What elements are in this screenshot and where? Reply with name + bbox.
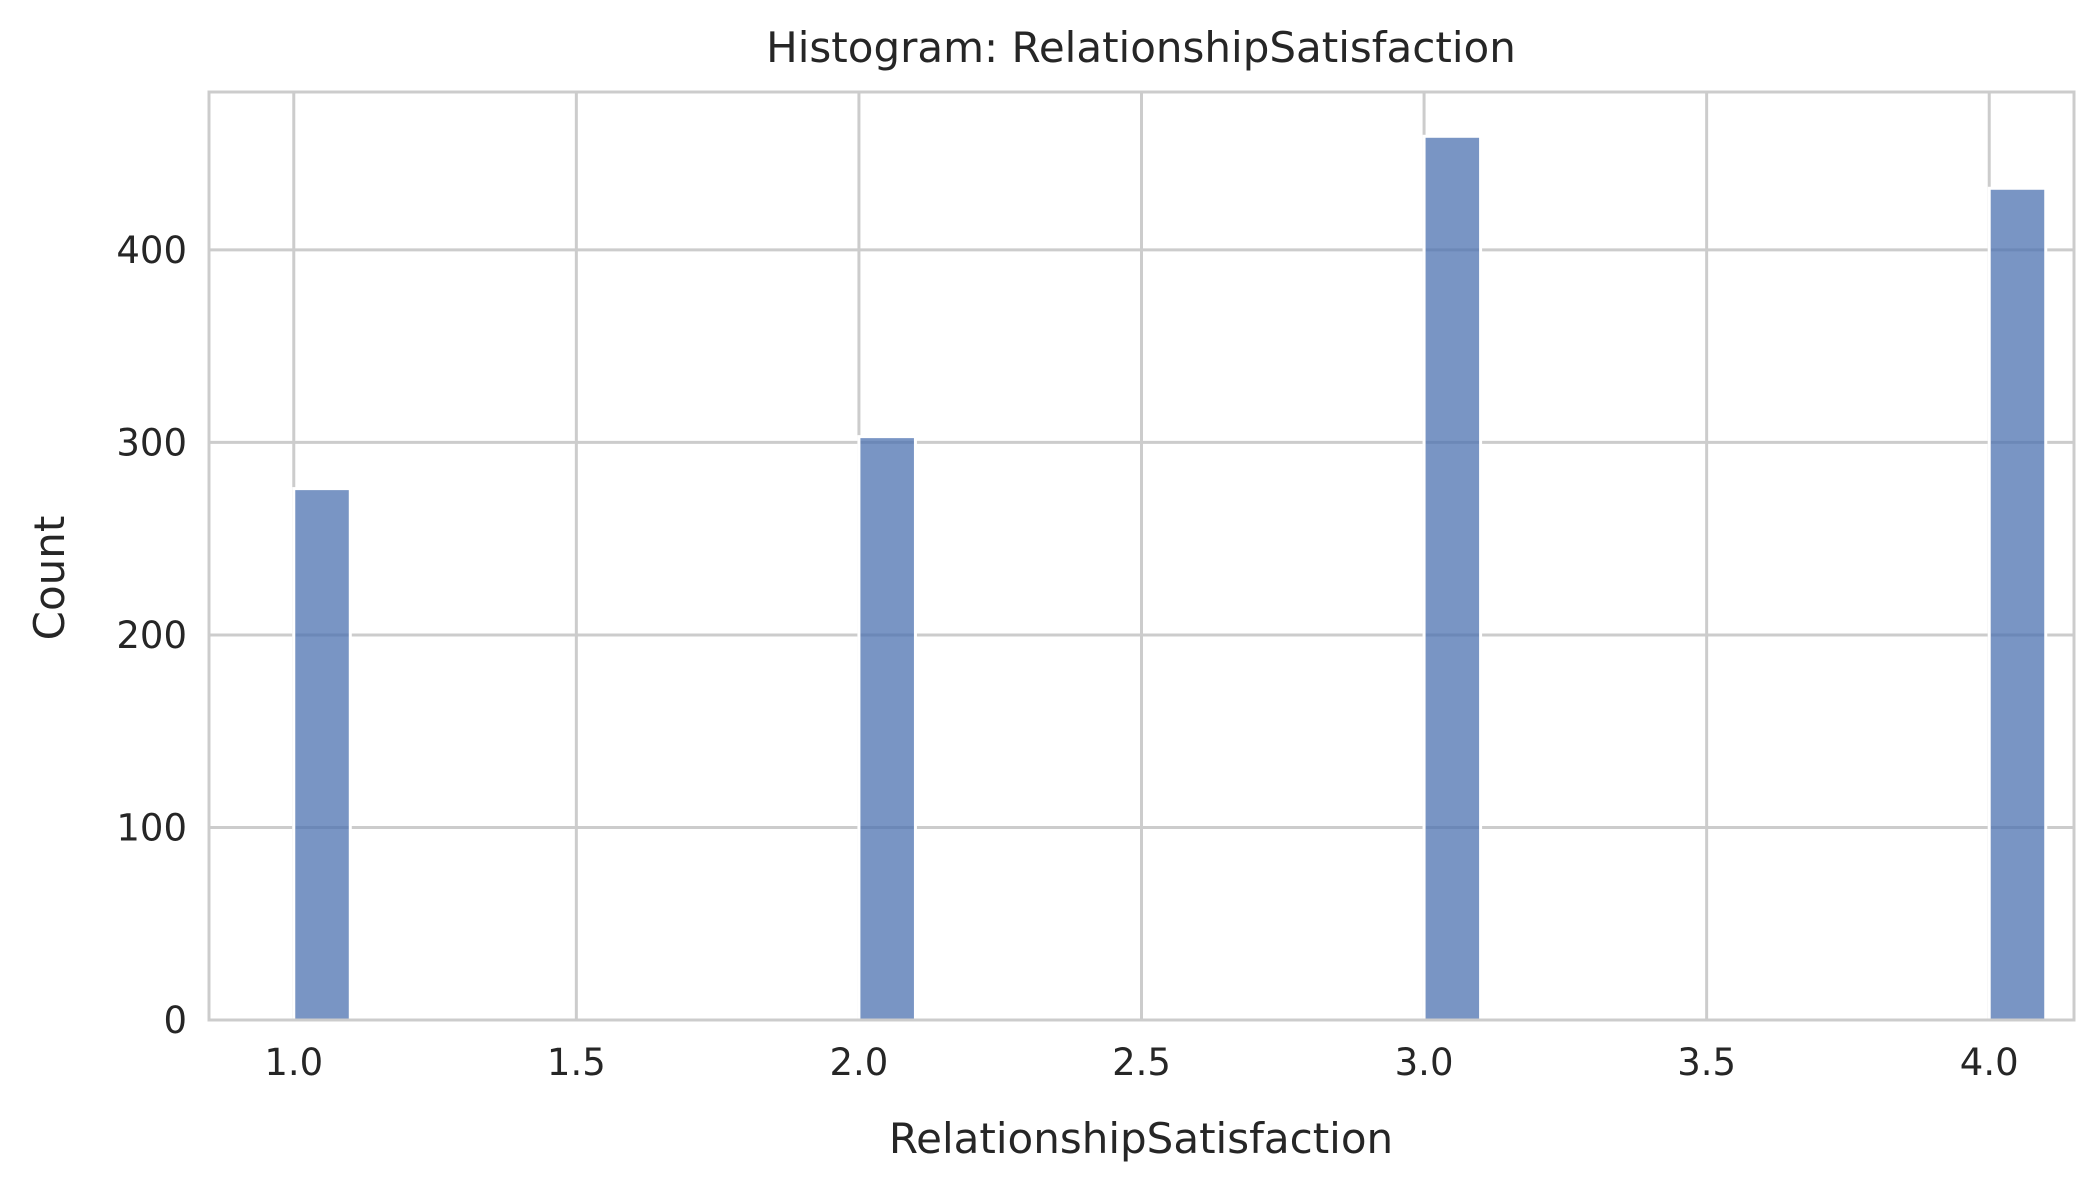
- histogram-bar: [292, 487, 352, 1022]
- x-tick-label: 2.5: [1112, 1041, 1171, 1084]
- y-tick-label: 100: [116, 806, 187, 849]
- histogram-bar: [1987, 186, 2048, 1022]
- x-tick-label: 1.5: [547, 1041, 606, 1084]
- y-tick-label: 400: [116, 229, 187, 272]
- tick-labels: 1.0 1.5 2.0 2.5 3.0 3.5 4.0 0 100 200 300 400: [116, 229, 2018, 1084]
- y-tick-label: 300: [116, 421, 187, 464]
- x-tick-label: 3.0: [1395, 1041, 1454, 1084]
- histogram-bar: [857, 435, 917, 1022]
- y-tick-label: 0: [163, 999, 187, 1042]
- x-tick-label: 2.0: [830, 1041, 889, 1084]
- x-tick-label: 3.5: [1677, 1041, 1736, 1084]
- y-axis-label: Count: [25, 516, 74, 641]
- x-axis-label: RelationshipSatisfaction: [889, 1114, 1393, 1163]
- y-tick-label: 200: [116, 614, 187, 657]
- plot-frame: [207, 90, 2076, 1022]
- histogram-bars: [292, 134, 2048, 1022]
- chart-title: Histogram: RelationshipSatisfaction: [766, 23, 1516, 72]
- x-tick-label: 4.0: [1960, 1041, 2019, 1084]
- x-tick-label: 1.0: [264, 1041, 323, 1084]
- histogram-bar: [1422, 134, 1483, 1022]
